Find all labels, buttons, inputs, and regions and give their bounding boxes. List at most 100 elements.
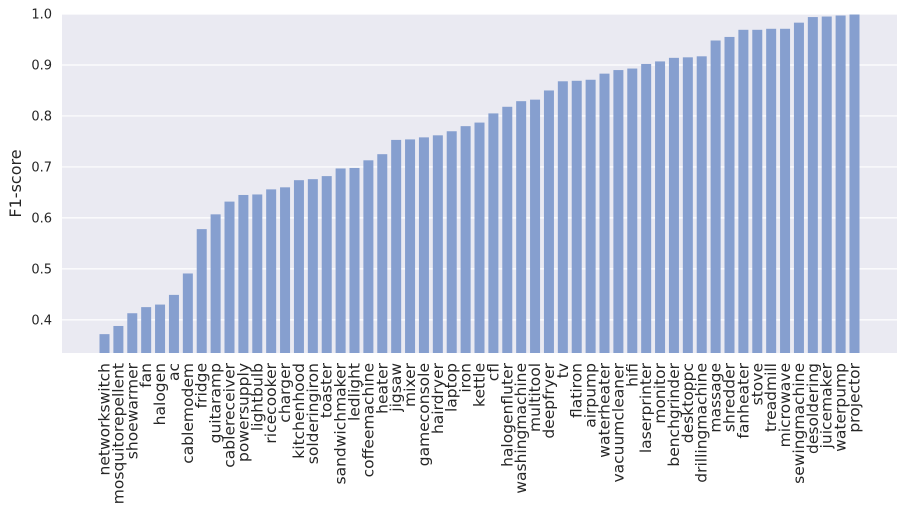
bar-iron [460,126,471,353]
x-tick-label: laserprinter [637,362,655,453]
x-tick-label: fanheater [734,362,752,438]
y-axis-label: F1-score [6,149,25,217]
x-tick-label: mixer [401,362,419,407]
x-tick-label: kettle [471,363,489,407]
x-tick-label: vacuumcleaner [609,362,627,482]
x-tick-label: washingmachine [512,363,530,494]
x-tick-label: fan [137,363,155,388]
x-tick-label: hifi [623,363,641,387]
bar-laserprinter [641,63,652,354]
bar-stove [752,29,763,353]
bar-halogen [155,304,166,353]
x-tick-label: charger [276,362,294,422]
x-tick-label: lightbulb [248,363,266,431]
y-tick-label: 0.5 [31,262,52,277]
bar-powersupply [238,194,249,353]
bar-multitool [530,99,541,353]
x-tick-label: benchgrinder [665,362,683,466]
x-tick-label: ricecooker [262,362,280,443]
x-tick-label: projector [846,362,864,432]
bar-fan [141,307,152,353]
bar-benchgrinder [668,57,679,353]
bar-networkswitch [99,334,110,353]
x-tick-label: heater [373,362,391,413]
bar-waterpump [835,15,846,353]
bar-ac [168,294,179,353]
x-tick-label: deepfryer [540,362,558,438]
y-tick-label: 0.8 [31,109,52,124]
x-tick-label: hairdryer [429,362,447,434]
bar-laptop [446,131,457,353]
x-tick-label: shoewarmer [123,362,141,459]
x-tick-label: coffeemachine [359,363,377,477]
x-tick-label: cfl [484,363,502,381]
bar-deepfryer [543,90,554,354]
x-tick-label: sandwichmaker [332,362,350,484]
bar-cablereceiver [224,201,235,353]
y-tick-label: 0.4 [31,313,52,328]
x-axis-ticks: networkswitchmosquitorepellentshoewarmer… [96,362,864,504]
bar-jigsaw [391,139,402,353]
bar-ricecooker [266,189,277,353]
y-tick-label: 0.6 [31,211,52,226]
x-tick-label: halogen [151,363,169,425]
x-tick-label: treadmill [762,363,780,432]
bar-juicemaker [821,16,832,354]
bar-desoldering [807,17,818,353]
bar-cfl [488,113,499,354]
bar-washingmachine [516,101,527,354]
x-tick-label: fridge [193,363,211,408]
x-tick-label: networkswitch [96,363,114,475]
x-tick-label: desoldering [804,363,822,454]
bar-sewingmachine [793,22,804,353]
bar-lightbulb [252,194,263,353]
x-tick-label: multitool [526,363,544,432]
x-tick-label: iron [457,363,475,393]
x-tick-label: drillingmachine [693,363,711,483]
x-tick-label: waterheater [596,362,614,457]
bar-sandwichmaker [335,168,346,353]
x-tick-label: juicemaker [818,362,836,449]
bar-kettle [474,122,485,353]
bar-fanheater [738,29,749,353]
bar-gameconsole [418,137,429,353]
bar-kitchenhood [293,180,304,353]
bar-coffeemachine [363,160,374,353]
bar-hairdryer [432,135,443,353]
y-tick-label: 0.9 [31,58,52,73]
y-axis-ticks: 0.4 0.5 0.6 0.7 0.8 0.9 1.0 [31,8,52,329]
x-tick-label: cablereceiver [221,362,239,467]
bar-tv [557,81,568,353]
x-tick-label: kitchenhood [290,363,308,459]
bar-microwave [780,28,791,354]
bars [99,14,860,354]
bar-mosquitorepellent [113,325,124,353]
bar-guitaramp [210,214,221,353]
x-tick-label: sewingmachine [790,363,808,484]
x-tick-label: laptop [443,363,461,412]
bar-drillingmachine [696,56,707,353]
x-tick-label: tv [554,363,572,378]
bar-shredder [724,36,735,353]
x-tick-label: massage [707,363,725,433]
x-tick-label: jigsaw [387,363,405,413]
x-tick-label: toaster [318,362,336,418]
x-tick-label: mosquitorepellent [109,363,127,504]
bar-airpump [585,79,596,354]
x-tick-label: waterpump [832,363,850,452]
bar-fridge [196,229,207,353]
bar-halogenfluter [502,106,513,353]
x-tick-label: airpump [582,363,600,428]
x-tick-label: cablemodem [179,363,197,464]
x-tick-label: monitor [651,362,669,423]
x-tick-label: guitaramp [207,363,225,443]
x-tick-label: solderingiron [304,363,322,464]
bar-flatiron [571,80,582,353]
x-tick-label: powersupply [234,363,252,462]
y-tick-label: 0.7 [31,160,52,175]
bar-toaster [321,176,332,353]
y-tick-label: 1.0 [31,8,52,23]
bar-monitor [655,61,666,353]
bar-cablemodem [182,273,193,353]
